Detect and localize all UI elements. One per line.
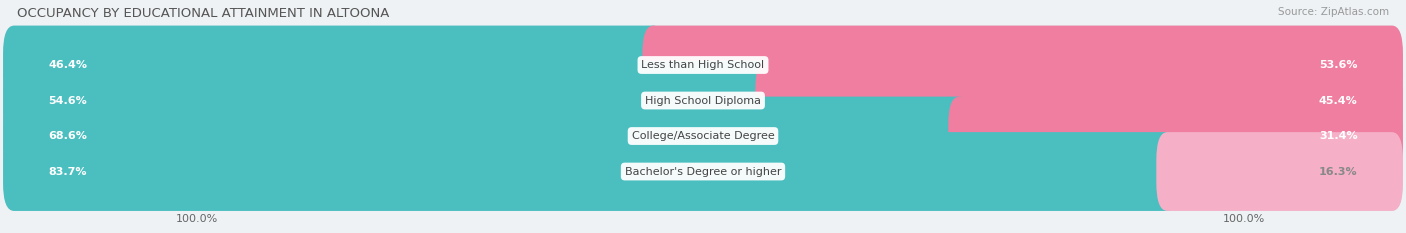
FancyBboxPatch shape (3, 61, 1403, 140)
Text: 45.4%: 45.4% (1319, 96, 1358, 106)
Text: 16.3%: 16.3% (1319, 167, 1358, 177)
FancyBboxPatch shape (948, 97, 1403, 175)
FancyBboxPatch shape (3, 132, 1403, 211)
Text: 53.6%: 53.6% (1319, 60, 1358, 70)
Text: OCCUPANCY BY EDUCATIONAL ATTAINMENT IN ALTOONA: OCCUPANCY BY EDUCATIONAL ATTAINMENT IN A… (17, 7, 389, 20)
Text: Bachelor's Degree or higher: Bachelor's Degree or higher (624, 167, 782, 177)
Text: 68.6%: 68.6% (48, 131, 87, 141)
Text: Less than High School: Less than High School (641, 60, 765, 70)
Text: 46.4%: 46.4% (48, 60, 87, 70)
FancyBboxPatch shape (643, 26, 1403, 104)
FancyBboxPatch shape (3, 61, 778, 140)
FancyBboxPatch shape (3, 97, 1403, 175)
Text: 100.0%: 100.0% (176, 214, 218, 224)
Text: 83.7%: 83.7% (48, 167, 87, 177)
Text: Source: ZipAtlas.com: Source: ZipAtlas.com (1278, 7, 1389, 17)
FancyBboxPatch shape (3, 132, 1178, 211)
FancyBboxPatch shape (3, 26, 1403, 104)
Text: 54.6%: 54.6% (48, 96, 87, 106)
FancyBboxPatch shape (755, 61, 1403, 140)
FancyBboxPatch shape (3, 97, 970, 175)
Text: 100.0%: 100.0% (1223, 214, 1265, 224)
FancyBboxPatch shape (1156, 132, 1403, 211)
Text: High School Diploma: High School Diploma (645, 96, 761, 106)
FancyBboxPatch shape (3, 26, 665, 104)
Text: 31.4%: 31.4% (1319, 131, 1358, 141)
Text: College/Associate Degree: College/Associate Degree (631, 131, 775, 141)
